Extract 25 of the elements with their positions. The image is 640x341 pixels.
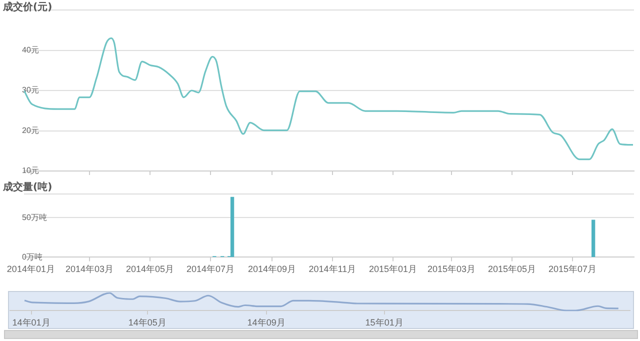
x-tick-label: 2015年01月 xyxy=(368,264,417,274)
bar xyxy=(592,220,596,258)
x-tick-label: 15年01月 xyxy=(365,317,404,328)
x-tick-label: 14年09月 xyxy=(247,317,286,328)
x-tick-label: 2014年05月 xyxy=(126,264,174,274)
x-tick-label: 2014年11月 xyxy=(308,264,356,274)
x-tick-label: 2014年01月 xyxy=(6,264,55,274)
x-tick-label: 14年05月 xyxy=(128,317,166,328)
x-tick-label: 2014年09月 xyxy=(248,264,296,274)
y-tick-label: 10元 xyxy=(22,166,39,176)
x-tick-label: 2014年07月 xyxy=(186,264,234,274)
x-tick-label: 14年01月 xyxy=(12,317,50,328)
x-tick-label: 2015年05月 xyxy=(488,264,536,274)
y-tick-label: 0万吨 xyxy=(22,252,42,262)
x-tick-label: 2015年07月 xyxy=(548,264,597,274)
y-tick-label: 50万吨 xyxy=(22,212,47,222)
line-series xyxy=(24,37,634,160)
y-axis-title: 成交量(吨) xyxy=(3,180,52,194)
x-tick-label: 2014年03月 xyxy=(65,264,114,274)
y-tick-label: 20元 xyxy=(22,126,39,135)
y-tick-label: 30元 xyxy=(22,86,39,95)
y-tick-label: 40元 xyxy=(22,45,39,54)
y-axis-title: 成交价(元) xyxy=(3,0,52,14)
bar xyxy=(230,196,234,258)
x-tick-label: 2015年03月 xyxy=(427,264,476,274)
